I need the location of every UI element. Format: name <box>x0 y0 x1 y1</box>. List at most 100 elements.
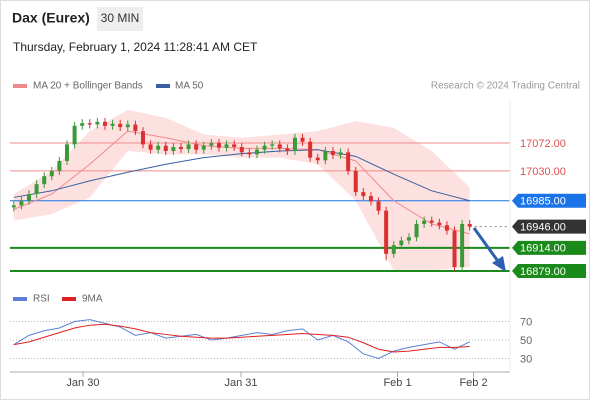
candle-body <box>201 145 206 150</box>
candle-body <box>361 192 366 197</box>
legend-label: MA 20 + Bollinger Bands <box>33 81 143 92</box>
legend-swatch <box>13 297 27 301</box>
timestamp: Thursday, February 1, 2024 11:28:41 AM C… <box>13 40 258 54</box>
candle-body <box>156 145 161 150</box>
candle-body <box>148 144 153 150</box>
level-label: 16985.00 <box>520 196 566 208</box>
candle-body <box>353 170 358 193</box>
candle-body <box>399 240 404 246</box>
candle-body <box>19 200 24 206</box>
candle-body <box>460 223 465 268</box>
rsi-line <box>13 323 470 353</box>
legend-label: 9MA <box>82 294 103 305</box>
candle-body <box>57 160 62 171</box>
candle-body <box>11 205 16 208</box>
instrument: Dax (Eurex) <box>12 10 90 26</box>
candle-body <box>49 170 54 177</box>
candle-body <box>194 144 199 150</box>
candle-body <box>26 194 31 201</box>
candle-body <box>186 144 191 150</box>
candle-body <box>414 223 419 238</box>
candle-body <box>239 147 244 153</box>
x-tick-label: Jan 30 <box>66 377 99 389</box>
legend-swatch <box>13 84 27 88</box>
candle-body <box>232 144 237 148</box>
level-tag <box>512 219 586 234</box>
candle-body <box>406 237 411 241</box>
candle-body <box>467 223 472 227</box>
candle-body <box>262 145 267 150</box>
level-label: 17072.00 <box>520 138 566 150</box>
candle-body <box>323 151 328 161</box>
credit: Research © 2024 Trading Central <box>431 81 580 92</box>
candle-body <box>247 152 252 155</box>
level-label: 17030.00 <box>520 166 566 178</box>
candle-body <box>72 125 77 145</box>
candle-body <box>254 149 259 155</box>
forecast-arrow <box>472 227 502 265</box>
level-tag <box>512 193 586 208</box>
level-tag <box>512 240 586 255</box>
forecast-arrowhead <box>492 256 506 272</box>
main-layer <box>11 117 472 272</box>
candle-body <box>338 152 343 155</box>
candle-body <box>110 123 115 126</box>
candle-body <box>277 144 282 149</box>
candle-body <box>292 137 297 152</box>
interval-label[interactable]: 30 MIN <box>101 11 140 25</box>
candle-body <box>224 144 229 148</box>
rsi-line <box>13 319 470 360</box>
candle-body <box>444 225 449 231</box>
band-layer <box>13 109 470 271</box>
bollinger-band <box>13 109 470 271</box>
candle-body <box>300 137 305 142</box>
candle-body <box>422 220 427 224</box>
candle-body <box>133 124 138 132</box>
legend-label: MA 50 <box>175 81 204 92</box>
candle-body <box>171 147 176 152</box>
candle-body <box>42 176 47 185</box>
x-tick-label: Jan 31 <box>224 377 257 389</box>
interval-button[interactable] <box>97 7 143 31</box>
candle-body <box>64 144 69 161</box>
candle-body <box>34 184 39 195</box>
candle-body <box>87 123 92 125</box>
candle-body <box>346 152 351 171</box>
rsi-tick-label: 50 <box>520 335 532 347</box>
legend-label: RSI <box>33 294 50 305</box>
level-tag <box>512 264 586 279</box>
rsi-tick-label: 70 <box>520 316 532 328</box>
legend-swatch <box>156 84 170 88</box>
candle-body <box>80 123 85 126</box>
candle-body <box>391 245 396 254</box>
legend-swatch <box>62 297 76 301</box>
candle-body <box>452 230 457 268</box>
candle-body <box>140 131 145 145</box>
candle-body <box>285 148 290 152</box>
candle-body <box>209 143 214 146</box>
candle-body <box>308 141 313 158</box>
x-tick-label: Feb 2 <box>459 377 487 389</box>
candle-body <box>330 151 335 155</box>
candle-body <box>315 157 320 161</box>
candle-body <box>102 121 107 126</box>
candle-body <box>95 121 100 125</box>
candle-body <box>376 201 381 211</box>
candle-body <box>118 123 123 128</box>
rsi-tick-label: 30 <box>520 353 532 365</box>
candle-body <box>368 196 373 202</box>
candle-body <box>178 147 183 150</box>
candle-body <box>429 220 434 223</box>
level-label: 16879.00 <box>520 266 566 278</box>
level-label: 16914.00 <box>520 243 566 255</box>
candle-body <box>125 124 130 128</box>
candle-body <box>216 143 221 148</box>
candle-body <box>437 222 442 226</box>
x-tick-label: Feb 1 <box>383 377 411 389</box>
candle-body <box>384 210 389 254</box>
candle-body <box>163 145 168 152</box>
level-label: 16946.00 <box>520 222 566 234</box>
candle-body <box>270 144 275 146</box>
